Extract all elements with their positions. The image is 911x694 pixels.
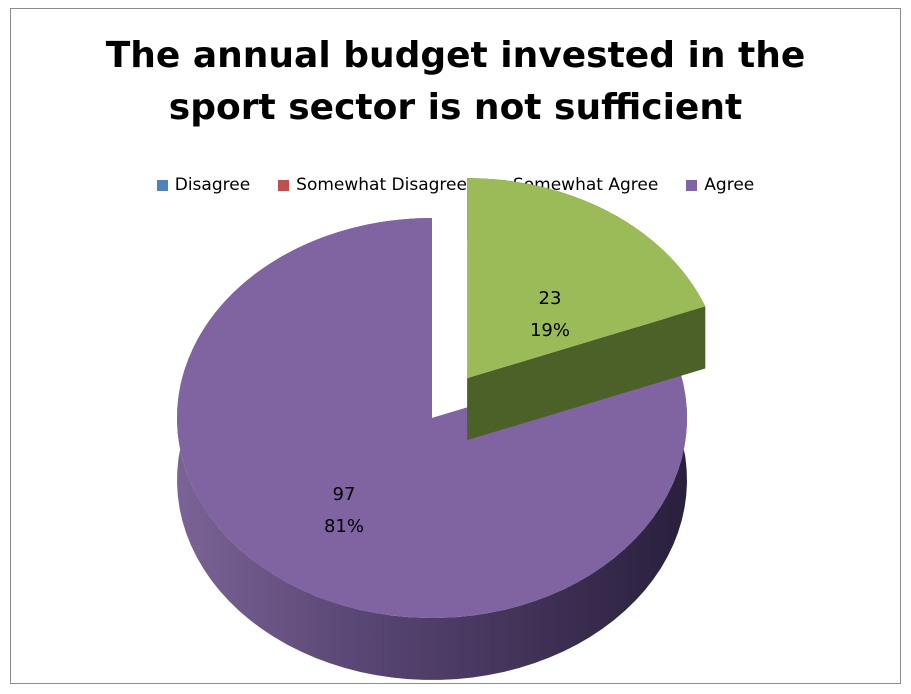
data-label-agree-value: 97	[333, 484, 356, 505]
chart-title-line-2: sport sector is not sufficient	[168, 87, 743, 128]
legend-label-disagree: Disagree	[174, 175, 251, 195]
legend-item-somewhat-disagree: Somewhat Disagree	[278, 175, 467, 195]
data-label-somewhat-agree-percent: 19%	[530, 320, 570, 341]
pie-face-end-somewhat-agree	[467, 306, 706, 441]
legend-item-agree: Agree	[686, 175, 754, 195]
legend-swatch-disagree	[156, 179, 168, 191]
data-label-agree-percent: 81%	[324, 516, 364, 537]
chart-legend: Disagree Somewhat Disagree Somewhat Agre…	[0, 175, 911, 195]
data-label-somewhat-agree-value: 23	[539, 288, 562, 309]
legend-swatch-agree	[686, 179, 698, 191]
pie-slice-agree	[177, 218, 687, 618]
pie-slice-somewhat-agree	[467, 178, 706, 379]
legend-label-agree: Agree	[704, 175, 755, 195]
legend-label-somewhat-disagree: Somewhat Disagree	[296, 175, 467, 195]
legend-swatch-somewhat-disagree	[278, 179, 290, 191]
legend-item-disagree: Disagree	[156, 175, 251, 195]
chart-title: The annual budget invested in the sport …	[0, 30, 911, 134]
chart-title-line-1: The annual budget invested in the	[105, 35, 806, 76]
